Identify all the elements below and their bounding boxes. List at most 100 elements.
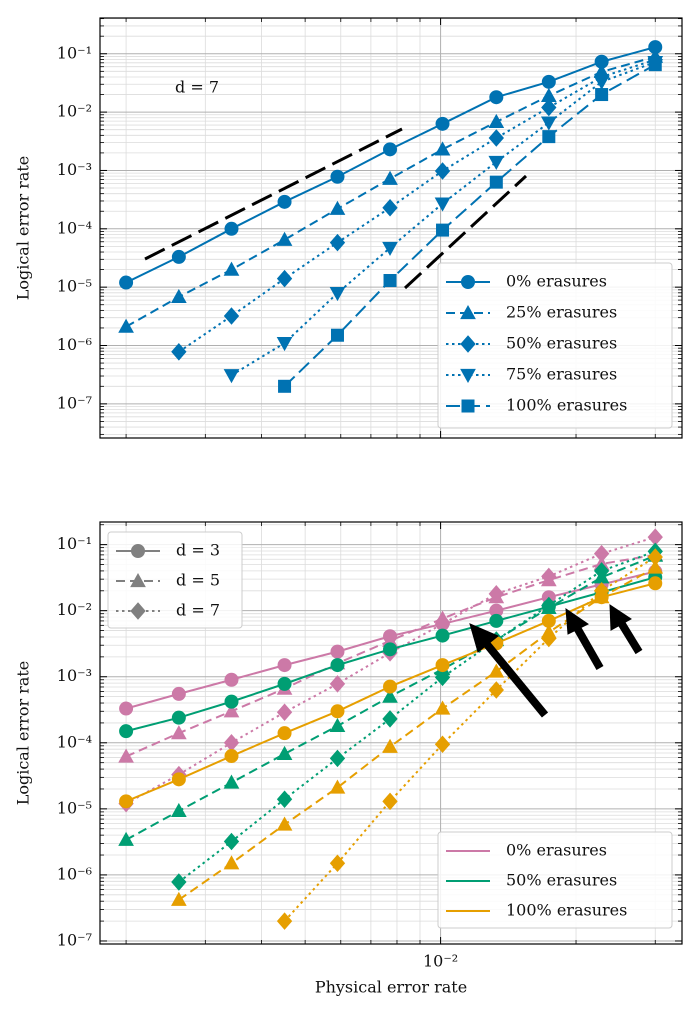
- marker: [223, 703, 240, 718]
- marker: [329, 233, 346, 252]
- legend-label: 25% erasures: [506, 303, 617, 322]
- annotation: d = 7: [175, 78, 219, 97]
- marker: [489, 613, 504, 628]
- arrow-shaft: [572, 624, 604, 670]
- marker: [383, 679, 398, 694]
- marker: [330, 704, 345, 719]
- marker: [435, 658, 450, 673]
- marker: [329, 200, 346, 215]
- marker: [540, 116, 557, 131]
- marker: [461, 399, 475, 413]
- marker: [223, 261, 240, 276]
- marker: [541, 629, 557, 648]
- marker: [171, 772, 186, 787]
- slope-guide: [144, 127, 403, 261]
- marker: [224, 749, 239, 764]
- marker: [648, 58, 662, 72]
- marker: [593, 75, 610, 90]
- arrow-shaft: [481, 639, 549, 718]
- marker: [171, 873, 187, 891]
- legend-label: 100% erasures: [506, 396, 627, 415]
- series-line: [283, 556, 656, 922]
- marker: [488, 113, 505, 128]
- marker: [435, 116, 450, 131]
- marker: [171, 802, 187, 818]
- marker: [276, 816, 293, 831]
- marker: [436, 223, 450, 237]
- marker: [131, 544, 145, 558]
- marker: [593, 544, 610, 563]
- marker: [434, 700, 451, 715]
- marker: [329, 749, 346, 768]
- marker: [648, 576, 663, 591]
- marker: [171, 710, 186, 725]
- marker: [130, 572, 146, 588]
- y-tick-label: 10⁻¹: [57, 534, 92, 553]
- marker: [224, 221, 239, 236]
- marker: [329, 854, 346, 873]
- marker: [277, 194, 292, 209]
- marker: [383, 642, 398, 657]
- legend-box: [107, 531, 243, 629]
- marker: [277, 726, 292, 741]
- marker: [329, 779, 346, 794]
- marker: [276, 745, 293, 760]
- arrow-head: [609, 604, 632, 631]
- marker: [276, 269, 293, 288]
- marker: [171, 686, 186, 701]
- marker: [489, 90, 504, 105]
- x-axis-label: Physical error rate: [315, 978, 467, 997]
- legend-label: 50% erasures: [506, 871, 617, 890]
- slope-guide: [403, 174, 528, 290]
- marker: [171, 249, 186, 264]
- legend-label: 0% erasures: [506, 272, 607, 291]
- legend-label: d = 5: [176, 571, 220, 590]
- arrow-shaft: [616, 618, 643, 655]
- series-line: [178, 550, 656, 883]
- marker: [330, 328, 344, 342]
- legend-label: 100% erasures: [506, 901, 627, 920]
- series-line: [125, 536, 656, 805]
- marker: [171, 891, 187, 906]
- marker: [435, 628, 450, 643]
- marker: [223, 734, 240, 752]
- marker: [593, 562, 610, 580]
- marker: [382, 688, 398, 703]
- plot-frame: [99, 17, 683, 439]
- marker: [382, 241, 398, 256]
- marker: [278, 379, 292, 393]
- marker: [593, 582, 610, 600]
- legend-label: 0% erasures: [506, 841, 607, 860]
- marker: [541, 98, 557, 117]
- legend-label: d = 7: [176, 601, 220, 620]
- marker: [330, 658, 345, 673]
- marker: [224, 672, 239, 687]
- marker: [171, 343, 187, 361]
- marker: [118, 748, 134, 763]
- marker: [460, 368, 476, 384]
- y-axis-label: Logical error rate: [14, 156, 33, 301]
- marker: [541, 596, 557, 615]
- marker: [595, 88, 609, 102]
- y-tick-label: 10⁻⁶: [57, 335, 92, 354]
- marker: [276, 336, 293, 352]
- arrow-head: [469, 623, 499, 653]
- series-line: [230, 61, 656, 377]
- y-axis-label: Logical error rate: [14, 661, 33, 806]
- legend-box: [437, 262, 673, 429]
- marker: [224, 694, 239, 709]
- y-tick-label: 10⁻⁵: [57, 277, 92, 296]
- marker: [382, 792, 398, 811]
- marker: [647, 559, 664, 574]
- y-tick-label: 10⁻²: [57, 600, 92, 619]
- y-tick-label: 10⁻⁵: [57, 798, 92, 817]
- data-layer: [118, 40, 664, 930]
- legend-label: 75% erasures: [506, 365, 617, 384]
- legend-box: [437, 831, 673, 929]
- marker: [276, 703, 293, 722]
- legend-label: 50% erasures: [506, 334, 617, 353]
- marker: [488, 585, 504, 603]
- legend: 0% erasures 50% erasures 100% erasures: [437, 831, 673, 929]
- marker: [434, 668, 451, 687]
- y-tick-label: 10⁻³: [57, 160, 92, 179]
